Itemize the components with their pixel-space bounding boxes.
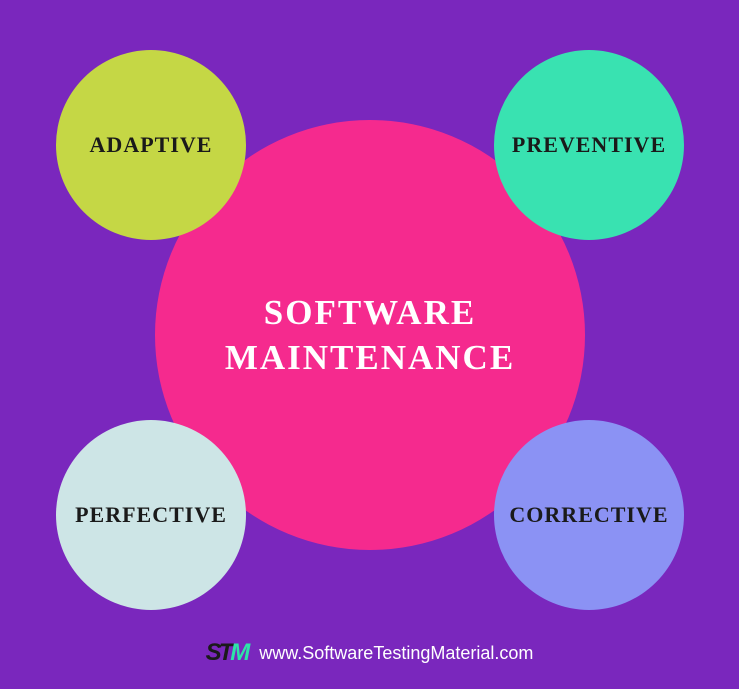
logo-letter-m: M (230, 639, 247, 667)
logo-letter-t: T (219, 639, 231, 667)
node-perfective-label: PERFECTIVE (75, 502, 227, 528)
node-preventive-label: PREVENTIVE (512, 132, 666, 158)
node-adaptive: ADAPTIVE (56, 50, 246, 240)
node-perfective: PERFECTIVE (56, 420, 246, 610)
node-corrective: CORRECTIVE (494, 420, 684, 610)
footer-url: www.SoftwareTestingMaterial.com (259, 643, 533, 664)
node-adaptive-label: ADAPTIVE (90, 132, 213, 158)
footer: STM www.SoftwareTestingMaterial.com (0, 639, 739, 667)
center-label: SOFTWAREMAINTENANCE (225, 290, 515, 381)
node-preventive: PREVENTIVE (494, 50, 684, 240)
logo-letter-s: S (206, 639, 219, 667)
stm-logo: STM (206, 639, 248, 667)
node-corrective-label: CORRECTIVE (509, 502, 668, 528)
